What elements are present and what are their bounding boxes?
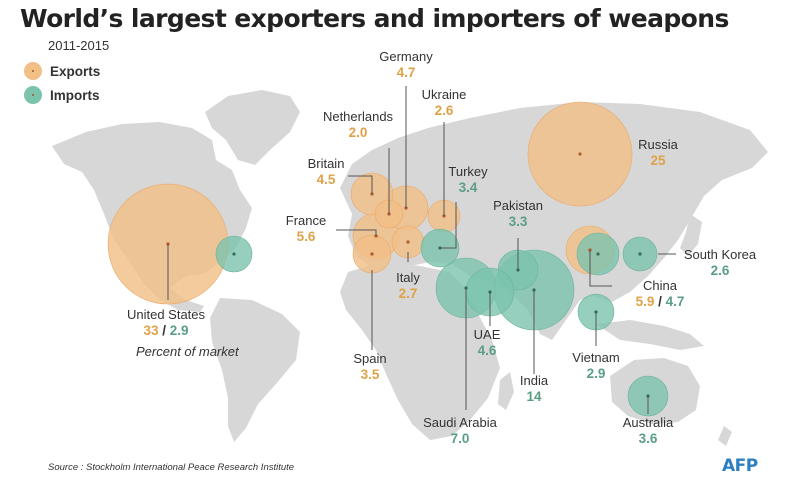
import-value: 7.0 (450, 430, 470, 446)
country-name: Pakistan (493, 198, 543, 213)
country-name: Britain (307, 156, 345, 171)
country-name: Ukraine (421, 87, 467, 102)
import-value: 2.6 (710, 262, 730, 278)
export-value: 5.6 (296, 228, 316, 244)
legend-exports-swatch (24, 62, 42, 80)
country-name: Australia (622, 415, 674, 430)
country-name: Italy (396, 270, 420, 285)
import-value: 4.7 (665, 293, 685, 309)
greenland-shape (205, 90, 300, 165)
label-britain: Britain 4.5 (307, 156, 345, 187)
export-value: 4.7 (396, 64, 416, 80)
south-america-shape (210, 298, 300, 442)
country-name: UAE (473, 327, 501, 342)
label-italy: Italy 2.7 (396, 270, 420, 301)
us-values: 33 / 2.9 (143, 322, 189, 338)
country-name: Vietnam (572, 350, 620, 365)
page-title: World’s largest exporters and importers … (20, 4, 729, 33)
label-australia: Australia 3.6 (622, 415, 674, 446)
label-spain: Spain 3.5 (353, 351, 387, 382)
import-value: 2.9 (586, 365, 606, 381)
export-value: 2.7 (398, 285, 418, 301)
japan-shape (680, 214, 702, 256)
import-value: 2.9 (169, 322, 189, 338)
madagascar-shape (498, 372, 514, 410)
country-name: Turkey (448, 164, 488, 179)
label-united-states: United States 33 / 2.9 (126, 307, 206, 338)
export-value: 3.5 (360, 366, 380, 382)
export-value: 25 (650, 152, 666, 168)
legend-exports: Exports (24, 62, 100, 80)
source-credit: Source : Stockholm International Peace R… (48, 462, 295, 473)
label-russia: Russia 25 (638, 137, 678, 168)
export-value: 2.0 (348, 124, 368, 140)
subtitle: 2011-2015 (48, 38, 110, 53)
label-pakistan: Pakistan 3.3 (493, 198, 543, 229)
export-value: 2.6 (434, 102, 454, 118)
indonesia-shape (596, 320, 704, 350)
import-value: 14 (526, 388, 542, 404)
label-ukraine: Ukraine 2.6 (421, 87, 467, 118)
country-name: Saudi Arabia (423, 415, 497, 430)
import-value: 3.3 (508, 213, 528, 229)
country-name: China (643, 278, 677, 293)
label-saudi-arabia: Saudi Arabia 7.0 (423, 415, 497, 446)
label-germany: Germany 4.7 (379, 49, 433, 80)
afp-logo: AFP (722, 456, 758, 476)
label-india: India 14 (519, 373, 549, 404)
new-zealand-shape (718, 426, 732, 446)
export-value: 33 (143, 322, 159, 338)
export-value: 5.9 (635, 293, 655, 309)
percent-of-market-note: Percent of market (136, 344, 239, 359)
export-value: 4.5 (316, 171, 336, 187)
legend-exports-label: Exports (50, 63, 101, 79)
label-vietnam: Vietnam 2.9 (572, 350, 620, 381)
label-south-korea: South Korea 2.6 (683, 247, 757, 278)
country-name: Germany (379, 49, 433, 64)
legend-imports-label: Imports (50, 87, 100, 103)
legend-imports: Imports (24, 86, 100, 104)
country-name: India (519, 373, 549, 388)
label-netherlands: Netherlands 2.0 (322, 109, 394, 140)
import-value: 3.4 (458, 179, 478, 195)
label-france: France 5.6 (285, 213, 327, 244)
eurasia-shape (340, 102, 768, 340)
label-china: China 5.9 / 4.7 (635, 278, 685, 309)
label-uae: UAE 4.6 (473, 327, 501, 358)
leader-lines (167, 86, 676, 414)
china-values: 5.9 / 4.7 (635, 293, 685, 309)
country-name: United States (126, 307, 206, 322)
import-value: 4.6 (477, 342, 497, 358)
country-name: France (285, 213, 327, 228)
country-name: Netherlands (322, 109, 394, 124)
country-name: South Korea (683, 247, 757, 262)
legend-imports-swatch (24, 86, 42, 104)
label-turkey: Turkey 3.4 (448, 164, 488, 195)
country-name: Spain (353, 351, 387, 366)
import-value: 3.6 (638, 430, 658, 446)
country-name: Russia (638, 137, 678, 152)
